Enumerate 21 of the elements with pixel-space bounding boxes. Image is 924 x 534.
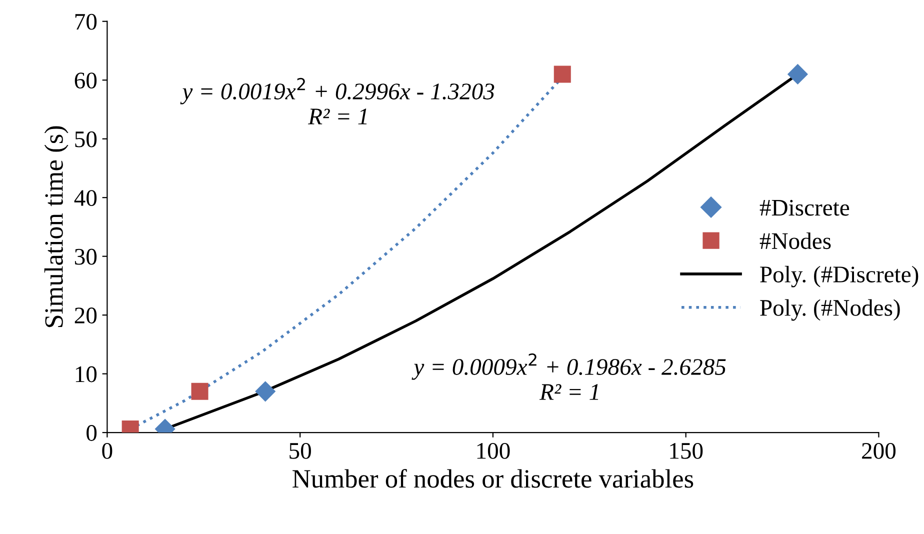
x-tick-label: 50 — [290, 442, 311, 459]
legend-label: Poly. (#Discrete) — [760, 266, 918, 288]
x-tick-label: 100 — [477, 442, 510, 459]
x-tick-label: 200 — [862, 442, 896, 459]
y-tick-label: 40 — [74, 190, 97, 206]
legend-label: Poly. (#Nodes) — [760, 299, 900, 321]
annotation: y = 0.0019x$^{2}$ + 0.2996x - 1.3203 R² = 1 — [180, 78, 494, 124]
y-axis-title: Simulation time (s) — [44, 126, 68, 328]
y-tick-label: 60 — [74, 72, 97, 89]
annotation: y = 0.0009x$^{2}$ + 0.1986x - 2.6285 R² = 1 — [412, 353, 726, 400]
y-tick-label: 10 — [76, 366, 97, 382]
legend-label: #Discrete — [760, 200, 850, 216]
y-tick-label: 0 — [86, 425, 97, 441]
y-tick-label: 20 — [74, 308, 97, 324]
legend-label: #Nodes — [760, 232, 831, 250]
y-tick-label: 30 — [74, 248, 97, 265]
y-tick-label: 50 — [75, 131, 97, 148]
x-tick-label: 0 — [102, 442, 112, 459]
x-tick-label: 150 — [670, 442, 703, 459]
x-axis-title: Number of nodes or discrete variables — [292, 468, 694, 488]
y-tick-label: 70 — [75, 14, 97, 30]
